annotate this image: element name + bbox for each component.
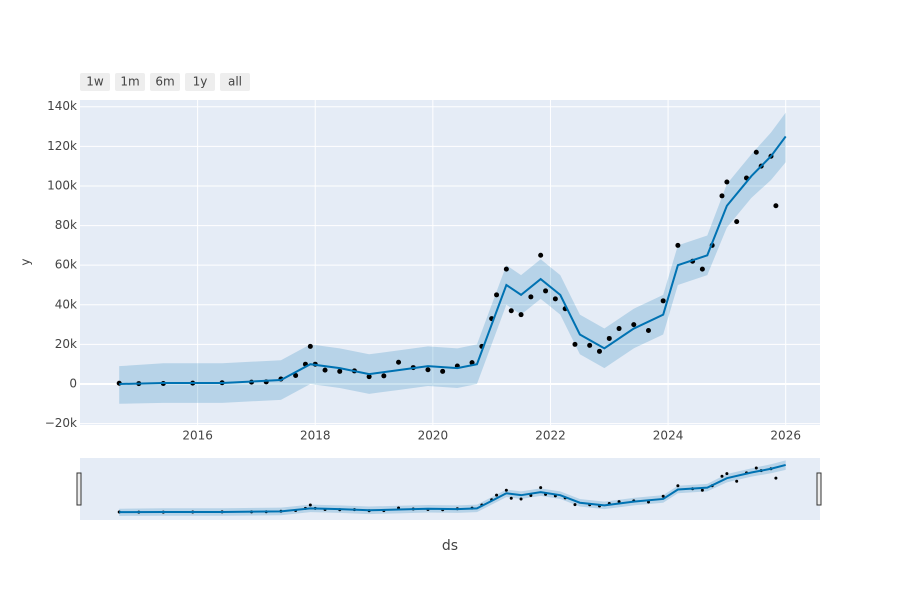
data-point bbox=[543, 288, 549, 294]
x-axis-label: ds bbox=[442, 538, 458, 554]
range-button-label[interactable]: 6m bbox=[155, 75, 174, 89]
data-point bbox=[337, 368, 343, 374]
slider-data-point bbox=[735, 479, 739, 483]
range-button-label[interactable]: 1m bbox=[120, 75, 139, 89]
y-axis-label: y bbox=[19, 258, 33, 265]
data-point bbox=[518, 312, 524, 318]
slider-data-point bbox=[754, 466, 758, 470]
slider-data-point bbox=[720, 474, 724, 478]
data-point bbox=[538, 252, 544, 258]
data-point bbox=[307, 343, 313, 349]
range-button[interactable]: 1y bbox=[185, 73, 215, 91]
slider-data-point bbox=[529, 494, 533, 498]
range-button-label[interactable]: 1w bbox=[86, 75, 104, 89]
slider-data-point bbox=[509, 496, 513, 500]
data-point bbox=[587, 342, 593, 348]
data-point bbox=[773, 203, 779, 209]
range-button-bg[interactable] bbox=[185, 73, 215, 91]
data-point bbox=[616, 326, 622, 332]
plot-area bbox=[80, 100, 820, 425]
data-point bbox=[396, 359, 402, 365]
data-point bbox=[645, 328, 651, 334]
slider-data-point bbox=[725, 472, 729, 476]
slider-data-point bbox=[504, 488, 508, 492]
data-point bbox=[494, 292, 500, 298]
slider-forecast-line bbox=[119, 463, 786, 514]
y-tick-label: 20k bbox=[55, 337, 77, 351]
data-point bbox=[719, 193, 725, 199]
data-point bbox=[366, 374, 372, 380]
range-button[interactable]: 1w bbox=[80, 73, 110, 91]
data-point bbox=[660, 298, 666, 304]
data-point bbox=[596, 348, 602, 354]
slider-data-point bbox=[661, 494, 665, 498]
slider-data-point bbox=[519, 497, 523, 501]
slider-data-point bbox=[676, 484, 680, 488]
slider-handle[interactable] bbox=[816, 472, 822, 506]
x-tick-label: 2022 bbox=[535, 429, 566, 443]
data-point bbox=[675, 242, 681, 248]
range-button-label[interactable]: all bbox=[228, 75, 242, 89]
range-button-bg[interactable] bbox=[80, 73, 110, 91]
data-point bbox=[753, 149, 759, 155]
y-tick-label: 0 bbox=[69, 377, 77, 391]
slider-data-point bbox=[774, 476, 778, 480]
y-tick-label: −20k bbox=[45, 416, 77, 430]
x-tick-label: 2018 bbox=[300, 429, 331, 443]
data-point bbox=[699, 266, 705, 272]
slider-data-point bbox=[539, 486, 543, 490]
x-tick-label: 2026 bbox=[770, 429, 801, 443]
slider-data-point bbox=[573, 503, 577, 507]
range-button-bg[interactable] bbox=[220, 73, 250, 91]
slider-data-point bbox=[495, 493, 499, 497]
range-button[interactable]: all bbox=[220, 73, 250, 91]
data-point bbox=[508, 308, 514, 314]
range-button[interactable]: 6m bbox=[150, 73, 180, 91]
x-tick-label: 2016 bbox=[182, 429, 213, 443]
data-point bbox=[322, 367, 328, 373]
forecast-line bbox=[119, 135, 787, 386]
y-tick-label: 40k bbox=[55, 297, 77, 311]
range-button-label[interactable]: 1y bbox=[193, 75, 208, 89]
slider-handle[interactable] bbox=[76, 472, 82, 506]
data-point bbox=[425, 367, 431, 373]
y-tick-label: 140k bbox=[47, 99, 77, 113]
x-tick-label: 2020 bbox=[418, 429, 449, 443]
x-tick-label: 2024 bbox=[653, 429, 684, 443]
data-point bbox=[293, 372, 299, 378]
y-tick-label: 80k bbox=[55, 218, 77, 232]
data-point bbox=[631, 322, 637, 328]
y-tick-label: 60k bbox=[55, 258, 77, 272]
data-point bbox=[528, 294, 534, 300]
data-point bbox=[440, 368, 446, 374]
y-tick-label: 100k bbox=[47, 178, 77, 192]
data-point bbox=[734, 219, 740, 225]
range-button-bg[interactable] bbox=[150, 73, 180, 91]
data-point bbox=[606, 335, 612, 341]
data-point bbox=[469, 360, 475, 366]
data-point bbox=[381, 373, 387, 379]
data-point bbox=[503, 266, 509, 272]
y-tick-label: 120k bbox=[47, 139, 77, 153]
range-button-bg[interactable] bbox=[115, 73, 145, 91]
slider-data-point bbox=[617, 500, 621, 504]
data-point bbox=[552, 296, 558, 302]
data-point bbox=[572, 341, 578, 347]
slider-data-point bbox=[700, 488, 704, 492]
range-button[interactable]: 1m bbox=[115, 73, 145, 91]
slider-data-point bbox=[308, 503, 312, 507]
data-point bbox=[724, 179, 730, 185]
